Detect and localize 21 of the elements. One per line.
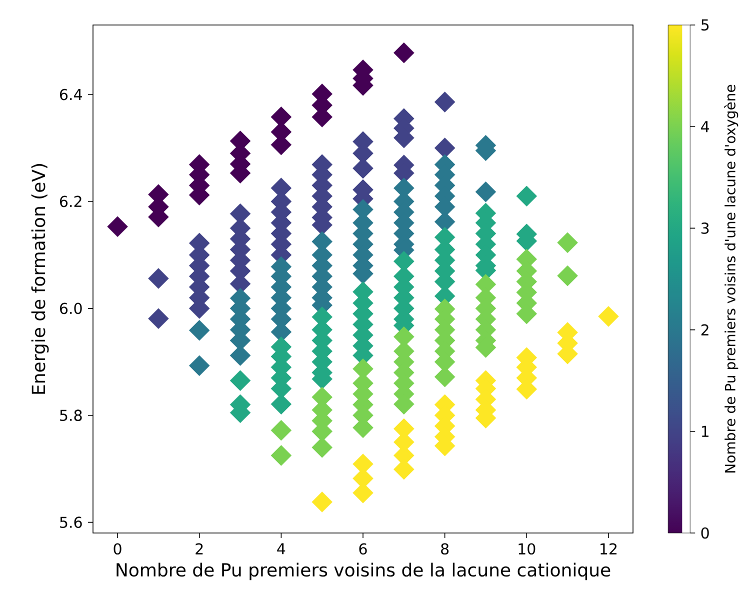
x-tick-label: 8 <box>441 543 449 555</box>
y-tick-label: 5.6 <box>60 516 82 528</box>
color-bar-label: 4 <box>701 121 710 132</box>
color-bar-label: 2 <box>701 324 708 336</box>
color-bar-title: Nombre de Pu premiers voisins d'une lacune d'oxygène <box>724 84 738 472</box>
y-tick-label: 6.2 <box>60 196 82 208</box>
color-bar-label: 0 <box>701 527 709 539</box>
x-tick-label: 0 <box>114 543 122 555</box>
color-bar-label: 3 <box>701 222 709 234</box>
x-tick-label: 6 <box>359 543 367 555</box>
y-tick-label: 6.0 <box>60 302 82 314</box>
color-bar-label: 1 <box>702 426 708 437</box>
y-tick-label: 5.8 <box>60 410 82 422</box>
x-tick-label: 4 <box>277 543 286 554</box>
y-tick-label: 6.4 <box>60 88 82 100</box>
color-bar-label: 5 <box>701 19 709 31</box>
x-tick-label: 2 <box>196 543 203 554</box>
x-tick-label: 10 <box>518 543 536 555</box>
y-axis-title: Energie de formation (eV) <box>31 164 49 394</box>
x-tick-label: 12 <box>600 543 617 554</box>
x-axis-title: Nombre de Pu premiers voisins de la lacune cationique <box>116 562 610 580</box>
